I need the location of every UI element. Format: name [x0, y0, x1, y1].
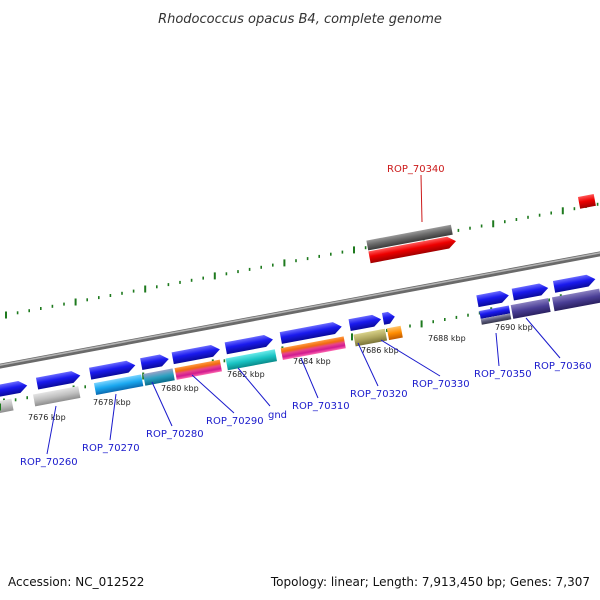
axis-label: 7688 kbp	[428, 334, 466, 343]
gene-arrow[interactable]	[381, 311, 396, 325]
gene-leader-line	[109, 393, 117, 441]
gene-leader-line	[237, 367, 271, 407]
gene-box[interactable]	[480, 313, 512, 325]
gene-arrow[interactable]	[171, 344, 221, 365]
gene-leader-line	[46, 405, 57, 455]
axis-label: 7686 kbp	[361, 346, 399, 355]
gene-box[interactable]	[225, 349, 278, 371]
top-tick-row	[5, 202, 599, 319]
gene-box[interactable]	[32, 386, 81, 407]
gene-arrow[interactable]	[511, 282, 550, 301]
gene-box[interactable]	[479, 305, 511, 319]
gene-label[interactable]: ROP_70280	[146, 429, 204, 440]
gene-box[interactable]	[0, 398, 14, 415]
gene-leader-line	[357, 342, 379, 387]
axis-label: 7678 kbp	[93, 398, 131, 407]
gene-box[interactable]	[93, 374, 144, 395]
gene-label[interactable]: gnd	[268, 410, 287, 421]
gene-leader-line	[420, 174, 423, 223]
gene-label[interactable]: ROP_70290	[206, 416, 264, 427]
gene-arrow[interactable]	[89, 359, 136, 380]
gene-box[interactable]	[174, 359, 222, 380]
gene-arrow[interactable]	[348, 313, 383, 332]
gene-leader-line	[191, 374, 235, 414]
gene-box[interactable]	[280, 336, 346, 360]
gene-leader-line	[380, 339, 441, 377]
gene-box[interactable]	[510, 298, 551, 319]
gene-arrow[interactable]	[35, 370, 81, 390]
gene-arrow[interactable]	[224, 334, 274, 355]
map-title: Rhodococcus opacus B4, complete genome	[158, 12, 442, 27]
axis-label: 7676 kbp	[28, 413, 66, 422]
gene-label[interactable]: ROP_70350	[474, 369, 532, 380]
gene-box[interactable]	[353, 328, 388, 347]
gene-box[interactable]	[386, 325, 403, 341]
axis-label: 7690 kbp	[495, 323, 533, 332]
gene-label[interactable]: ROP_70320	[350, 389, 408, 400]
axis-labels: 7676 kbp 7678 kbp 7680 kbp 7682 kbp 7684 kbp…	[28, 323, 533, 422]
gene-arrow[interactable]	[0, 380, 28, 399]
gene-leader-line	[525, 317, 561, 359]
axis-label: 7684 kbp	[293, 357, 331, 366]
gene-leader-line	[151, 381, 173, 427]
gene-label[interactable]: ROP_70340	[387, 164, 445, 175]
gene-box[interactable]	[551, 288, 600, 312]
gene-arrow[interactable]	[552, 273, 596, 293]
accession-text: Accession: NC_012522	[8, 575, 144, 589]
gene-leader-line	[300, 357, 319, 399]
gene-label[interactable]: ROP_70330	[412, 379, 470, 390]
gene-box[interactable]	[143, 368, 175, 386]
gene-arrow[interactable]	[140, 353, 170, 371]
gene-label[interactable]: ROP_70360	[534, 361, 592, 372]
gene-leader-line	[495, 332, 500, 367]
gene-label[interactable]: ROP_70270	[82, 443, 140, 454]
axis-label: 7682 kbp	[227, 370, 265, 379]
gene-label[interactable]: ROP_70310	[292, 401, 350, 412]
gene-arrow[interactable]	[279, 321, 343, 344]
gene-red-edge[interactable]	[577, 193, 596, 209]
gene-arrow[interactable]	[476, 289, 510, 308]
genome-summary-text: Topology: linear; Length: 7,913,450 bp; …	[270, 575, 590, 589]
gene-label[interactable]: ROP_70260	[20, 457, 78, 468]
genome-backbone	[0, 251, 600, 369]
axis-label: 7680 kbp	[161, 384, 199, 393]
gene-features	[0, 193, 600, 415]
gene-rop-70340[interactable]	[366, 224, 457, 264]
